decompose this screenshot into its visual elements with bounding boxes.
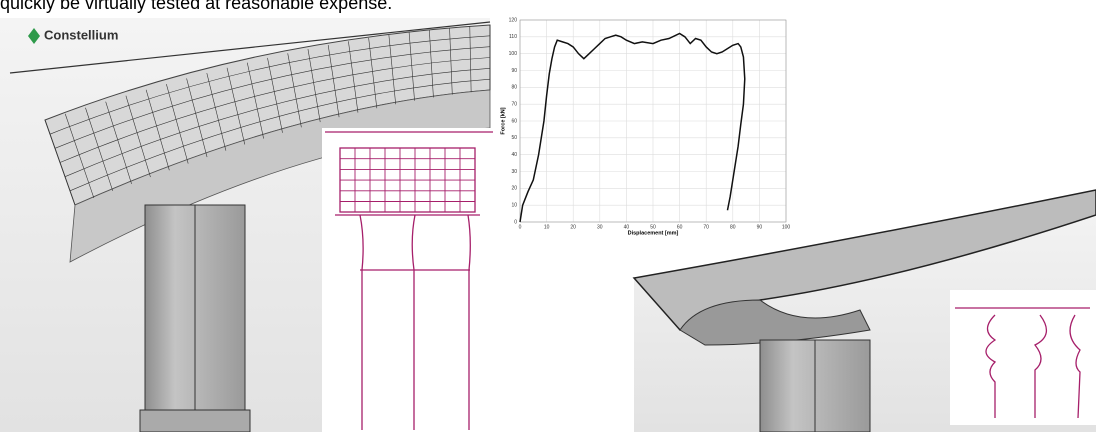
y-tick-label: 100 (509, 51, 518, 57)
logo-icon (28, 28, 40, 44)
chart-panel (495, 10, 797, 236)
fea-line (9, 21, 491, 74)
chart: 0 10 20 30 40 50 60 70 80 90 100 110 120 0 10 20 30 40 50 6… (500, 17, 790, 236)
mesh-line (166, 84, 189, 164)
mesh-line (267, 57, 283, 133)
x-tick-label: 100 (782, 224, 791, 230)
mesh-line (145, 89, 170, 171)
y-tick-label: 30 (511, 169, 517, 175)
mesh-line (368, 37, 378, 109)
y-tick-label: 10 (511, 202, 517, 208)
mesh-line (287, 53, 302, 128)
mesh-line (64, 113, 95, 199)
mesh-line (105, 101, 132, 185)
section-drawing (325, 131, 493, 430)
x-tick-label: 10 (544, 224, 550, 230)
fea-mesh (44, 25, 491, 206)
y-tick-label: 0 (514, 219, 517, 225)
y-tick-label: 60 (511, 118, 517, 124)
y-tick-label: 40 (511, 152, 517, 158)
mesh-line (348, 41, 359, 113)
x-tick-label: 60 (677, 224, 683, 230)
y-tick-label: 110 (509, 34, 517, 40)
mesh-line (125, 95, 151, 178)
x-tick-label: 50 (650, 224, 656, 230)
y-axis-label: Force [kN] (500, 107, 506, 134)
mesh-line (54, 46, 491, 149)
x-tick-label: 30 (597, 224, 603, 230)
section-grid (340, 148, 475, 212)
logo-text: Constellium (44, 27, 118, 42)
fea-pillar-base (139, 409, 251, 432)
mesh-line (49, 35, 491, 135)
mesh-line (307, 48, 321, 123)
mesh-line (64, 68, 491, 177)
mesh-line (85, 107, 114, 192)
x-tick-label: 80 (730, 224, 736, 230)
x-tick-label: 0 (519, 224, 522, 230)
mesh-line (246, 62, 264, 139)
mesh-line (327, 44, 340, 118)
y-tick-label: 120 (509, 17, 518, 23)
x-tick-label: 40 (624, 224, 630, 230)
y-tick-label: 80 (511, 85, 517, 91)
x-tick-label: 70 (703, 224, 709, 230)
crush-drawing (955, 307, 1090, 419)
y-tick-label: 90 (511, 68, 517, 74)
header-text: quickly be virtually tested at reasonabl… (0, 0, 392, 13)
mesh-line (226, 67, 246, 145)
mesh-line (206, 72, 227, 151)
mesh-line (59, 57, 491, 163)
y-tick-label: 20 (511, 186, 517, 192)
crush-inset (950, 290, 1096, 425)
y-tick-label: 70 (511, 101, 517, 107)
mesh-line (388, 34, 396, 105)
plot-frame (519, 19, 787, 223)
mesh-line (186, 78, 208, 158)
y-tick-label: 50 (511, 135, 517, 141)
mesh-line (408, 32, 415, 101)
section-inset (322, 128, 493, 432)
x-tick-label: 90 (757, 224, 763, 230)
data-line (519, 32, 746, 223)
mesh-line (69, 78, 491, 192)
x-tick-label: 20 (570, 224, 576, 230)
x-axis-label: Displacement [mm] (628, 230, 679, 236)
